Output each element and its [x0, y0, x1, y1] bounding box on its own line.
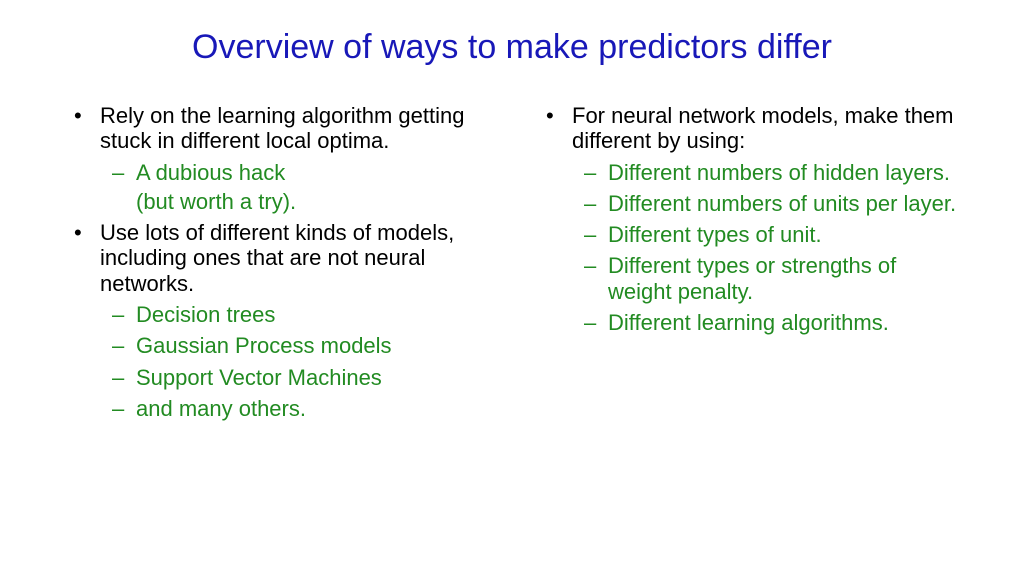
sub-bullet-item: Gaussian Process models [100, 333, 492, 358]
bullet-item: For neural network models, make them dif… [532, 103, 964, 335]
slide-title: Overview of ways to make predictors diff… [60, 28, 964, 67]
sub-bullet-extra: (but worth a try). [100, 189, 492, 214]
sub-bullet-text: Different types or strengths of weight p… [608, 253, 896, 303]
sub-bullet-item: Different learning algorithms. [572, 310, 964, 335]
sub-bullet-item: Different types or strengths of weight p… [572, 253, 964, 304]
bullet-item: Use lots of different kinds of models, i… [60, 220, 492, 421]
bullet-text: Use lots of different kinds of models, i… [100, 220, 454, 296]
sub-bullet-text: Different numbers of hidden layers. [608, 160, 950, 185]
bullet-item: Rely on the learning algorithm getting s… [60, 103, 492, 214]
sub-bullet-item: Different types of unit. [572, 222, 964, 247]
sub-bullet-item: and many others. [100, 396, 492, 421]
sub-bullet-text: Support Vector Machines [136, 365, 382, 390]
sub-bullet-item: Decision trees [100, 302, 492, 327]
sub-bullet-text: Different types of unit. [608, 222, 822, 247]
bullet-text: For neural network models, make them dif… [572, 103, 954, 153]
sub-bullet-text: Gaussian Process models [136, 333, 392, 358]
sub-bullet-item: A dubious hack [100, 160, 492, 185]
sub-bullet-text: Different learning algorithms. [608, 310, 889, 335]
sub-bullet-text: and many others. [136, 396, 306, 421]
left-column: Rely on the learning algorithm getting s… [60, 103, 492, 427]
sub-bullet-text: Different numbers of units per layer. [608, 191, 956, 216]
sub-bullet-item: Support Vector Machines [100, 365, 492, 390]
sub-bullet-text: Decision trees [136, 302, 275, 327]
right-column: For neural network models, make them dif… [532, 103, 964, 427]
sub-bullet-text: A dubious hack [136, 160, 285, 185]
bullet-text: Rely on the learning algorithm getting s… [100, 103, 464, 153]
sub-bullet-item: Different numbers of hidden layers. [572, 160, 964, 185]
content-columns: Rely on the learning algorithm getting s… [60, 103, 964, 427]
sub-bullet-item: Different numbers of units per layer. [572, 191, 964, 216]
